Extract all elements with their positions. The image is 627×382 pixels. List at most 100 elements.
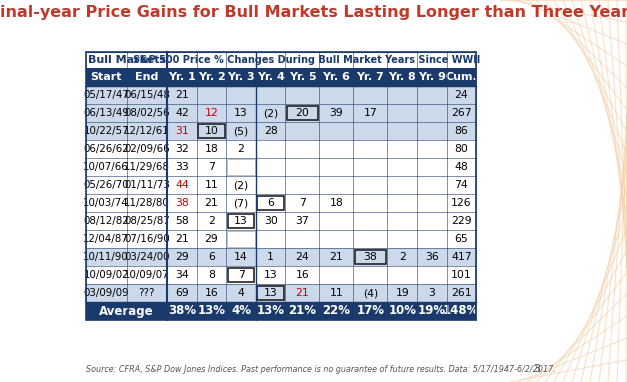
- Text: 48: 48: [455, 162, 468, 172]
- Text: 07/16/90: 07/16/90: [124, 234, 170, 244]
- Text: 18: 18: [330, 198, 344, 208]
- Text: 11: 11: [204, 180, 218, 190]
- Text: 08/02/56: 08/02/56: [124, 108, 170, 118]
- Text: 229: 229: [451, 216, 472, 226]
- Text: 13: 13: [234, 108, 248, 118]
- Bar: [287, 106, 318, 120]
- Text: 17: 17: [364, 108, 377, 118]
- Text: 42: 42: [175, 108, 189, 118]
- Text: 02/09/66: 02/09/66: [124, 144, 170, 154]
- Text: 03/09/09: 03/09/09: [83, 288, 129, 298]
- Text: (2): (2): [233, 180, 249, 190]
- Bar: [86, 122, 476, 140]
- Text: 13: 13: [264, 270, 278, 280]
- Text: 31: 31: [175, 126, 189, 136]
- Bar: [86, 284, 476, 302]
- Text: Yr. 9: Yr. 9: [418, 72, 446, 82]
- Text: 10/22/57: 10/22/57: [83, 126, 129, 136]
- Text: 7: 7: [238, 270, 245, 280]
- Text: Yr. 7: Yr. 7: [357, 72, 384, 82]
- Text: 58: 58: [175, 216, 189, 226]
- Bar: [86, 302, 476, 320]
- Text: 11/29/68: 11/29/68: [124, 162, 170, 172]
- Text: ???: ???: [139, 288, 155, 298]
- Text: 69: 69: [175, 288, 189, 298]
- Text: 24: 24: [455, 90, 468, 100]
- Text: 03/24/00: 03/24/00: [124, 252, 170, 262]
- Bar: [257, 286, 284, 300]
- Text: 32: 32: [175, 144, 189, 154]
- Bar: [228, 268, 255, 282]
- Text: 08/12/82: 08/12/82: [83, 216, 129, 226]
- Text: 38: 38: [364, 252, 377, 262]
- Text: Bull Markets: Bull Markets: [88, 55, 166, 65]
- Text: 13%: 13%: [198, 304, 226, 317]
- Text: 11/28/80: 11/28/80: [124, 198, 170, 208]
- Text: 19: 19: [395, 288, 409, 298]
- Text: 21: 21: [295, 288, 309, 298]
- Text: 21: 21: [175, 90, 189, 100]
- Text: 74: 74: [455, 180, 468, 190]
- Text: 6: 6: [208, 252, 215, 262]
- Text: Yr. 8: Yr. 8: [388, 72, 416, 82]
- Text: 17%: 17%: [356, 304, 384, 317]
- Text: 2: 2: [238, 144, 245, 154]
- Text: 16: 16: [295, 270, 309, 280]
- Text: 21: 21: [204, 198, 218, 208]
- Text: 12/12/61: 12/12/61: [124, 126, 170, 136]
- Text: Yr. 2: Yr. 2: [198, 72, 226, 82]
- Text: 20: 20: [295, 108, 309, 118]
- Text: 24: 24: [295, 252, 309, 262]
- Text: 38: 38: [175, 198, 189, 208]
- Text: 06/15/48: 06/15/48: [124, 90, 170, 100]
- Text: 01/11/73: 01/11/73: [124, 180, 170, 190]
- Text: Yr. 5: Yr. 5: [288, 72, 316, 82]
- Text: 101: 101: [451, 270, 472, 280]
- Text: 08/25/87: 08/25/87: [124, 216, 170, 226]
- Text: Yr. 1: Yr. 1: [168, 72, 196, 82]
- Text: 10/09/07: 10/09/07: [124, 270, 170, 280]
- Text: 19%: 19%: [418, 304, 446, 317]
- Text: 06/26/62: 06/26/62: [83, 144, 129, 154]
- Text: 10: 10: [204, 126, 218, 136]
- Text: 38%: 38%: [168, 304, 196, 317]
- Text: 06/13/49: 06/13/49: [83, 108, 129, 118]
- Text: Yr. 6: Yr. 6: [322, 72, 350, 82]
- Text: 1: 1: [267, 252, 274, 262]
- Text: 8: 8: [208, 270, 215, 280]
- Text: 10/03/74: 10/03/74: [83, 198, 129, 208]
- Text: 417: 417: [451, 252, 472, 262]
- Bar: [198, 124, 225, 138]
- Text: (2): (2): [263, 108, 278, 118]
- Text: 30: 30: [264, 216, 278, 226]
- Text: 29: 29: [204, 234, 218, 244]
- Text: 05/17/47: 05/17/47: [83, 90, 129, 100]
- Text: Source: CFRA, S&P Dow Jones Indices. Past performance is no guarantee of future : Source: CFRA, S&P Dow Jones Indices. Pas…: [86, 365, 556, 374]
- Bar: [86, 248, 476, 266]
- Text: 37: 37: [295, 216, 309, 226]
- Bar: [257, 196, 284, 210]
- Text: 34: 34: [175, 270, 189, 280]
- Text: 22%: 22%: [322, 304, 350, 317]
- Text: 267: 267: [451, 108, 472, 118]
- Text: 33: 33: [175, 162, 189, 172]
- Text: Cum.: Cum.: [445, 72, 477, 82]
- Text: (7): (7): [233, 198, 249, 208]
- Text: 10/07/66: 10/07/66: [83, 162, 129, 172]
- Text: 05/26/70: 05/26/70: [83, 180, 129, 190]
- Bar: [227, 231, 255, 247]
- Text: 80: 80: [455, 144, 468, 154]
- Text: Yr. 4: Yr. 4: [256, 72, 285, 82]
- Text: 18: 18: [204, 144, 218, 154]
- Text: 2: 2: [399, 252, 406, 262]
- Text: 3: 3: [534, 364, 540, 374]
- Text: 39: 39: [330, 108, 344, 118]
- Bar: [355, 250, 386, 264]
- Text: 65: 65: [455, 234, 468, 244]
- Text: Yr. 3: Yr. 3: [228, 72, 255, 82]
- Text: 2: 2: [208, 216, 215, 226]
- Bar: [86, 86, 476, 104]
- Text: 10/11/90: 10/11/90: [83, 252, 129, 262]
- Text: 7: 7: [208, 162, 215, 172]
- Text: 4: 4: [238, 288, 245, 298]
